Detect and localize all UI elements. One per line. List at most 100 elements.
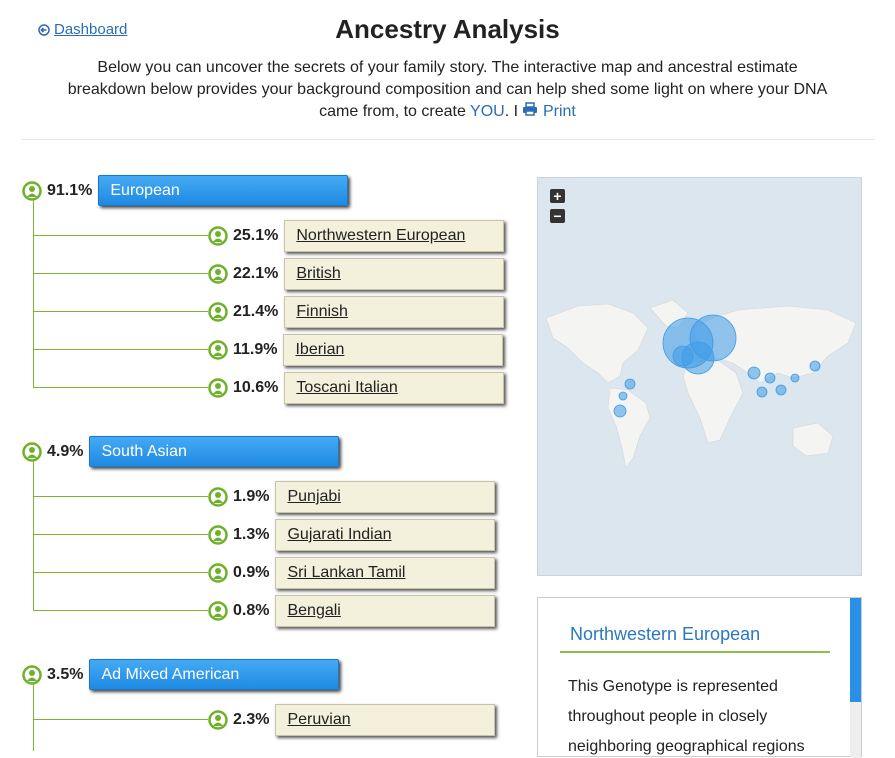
subgroup-row: 0.8% Bengali bbox=[208, 595, 496, 627]
subgroup-percent: 22.1% bbox=[233, 265, 279, 282]
person-icon-graphic bbox=[208, 487, 228, 507]
person-icon-graphic bbox=[208, 264, 228, 284]
person-icon bbox=[208, 378, 228, 398]
subgroup-button[interactable]: British bbox=[284, 258, 505, 290]
world-map[interactable]: + − bbox=[537, 177, 862, 576]
subgroup-percent: 1.3% bbox=[233, 526, 270, 543]
trunk-line bbox=[33, 200, 34, 387]
group-percent: 3.5% bbox=[47, 665, 84, 683]
subgroup-button[interactable]: Punjabi bbox=[275, 481, 496, 513]
person-icon bbox=[208, 710, 228, 730]
person-icon bbox=[208, 264, 228, 284]
subgroup-button[interactable]: Toscani Italian bbox=[284, 372, 505, 404]
group-percent: 91.1% bbox=[47, 181, 93, 199]
group-button[interactable]: European bbox=[98, 175, 349, 206]
subgroup-percent: 25.1% bbox=[233, 227, 279, 244]
subgroup-button[interactable]: Iberian bbox=[283, 334, 504, 366]
subgroup-row: 0.9% Sri Lankan Tamil bbox=[208, 557, 496, 589]
person-icon-graphic bbox=[208, 563, 228, 583]
branch-line bbox=[33, 496, 208, 497]
person-icon bbox=[22, 441, 42, 462]
subgroup-row: 2.3% Peruvian bbox=[208, 704, 496, 736]
group-percent: 4.9% bbox=[47, 442, 84, 460]
trunk-line bbox=[33, 461, 34, 610]
subgroup-button[interactable]: Gujarati Indian bbox=[275, 519, 496, 551]
person-icon-graphic bbox=[208, 226, 228, 246]
person-icon bbox=[208, 525, 228, 545]
info-text: This Genotype is represented bbox=[568, 678, 778, 695]
subgroup-row: 1.9% Punjabi bbox=[208, 481, 496, 513]
page-title: Ancestry Analysis bbox=[335, 14, 560, 44]
dashboard-link-text: Dashboard bbox=[54, 21, 128, 38]
intro-line: came from, to create YOU. I Print bbox=[0, 101, 895, 123]
print-text: Print bbox=[542, 103, 576, 120]
info-panel: Northwestern European This Genotype is r… bbox=[537, 597, 862, 758]
group-button[interactable]: Ad Mixed American bbox=[89, 659, 340, 690]
subgroup-percent: 0.8% bbox=[233, 602, 270, 619]
subgroup-button[interactable]: Northwestern European bbox=[284, 220, 505, 252]
intro-line: Below you can uncover the secrets of you… bbox=[97, 59, 798, 76]
person-icon-graphic bbox=[22, 664, 42, 685]
branch-line bbox=[33, 610, 208, 611]
subgroup-percent: 1.9% bbox=[233, 488, 270, 505]
you-link[interactable]: YOU bbox=[470, 103, 505, 120]
group-button[interactable]: South Asian bbox=[89, 436, 340, 467]
person-icon-graphic bbox=[22, 441, 42, 462]
trunk-line bbox=[33, 684, 34, 751]
info-rule bbox=[560, 651, 830, 653]
person-icon-graphic bbox=[208, 601, 228, 621]
person-icon bbox=[22, 180, 42, 201]
map-graphic bbox=[545, 299, 857, 469]
back-icon bbox=[38, 23, 50, 36]
person-icon-graphic bbox=[208, 525, 228, 545]
person-icon bbox=[208, 601, 228, 621]
branch-line bbox=[33, 235, 208, 236]
branch-line bbox=[33, 273, 208, 274]
branch-line bbox=[33, 534, 208, 535]
info-text: throughout people in closely bbox=[568, 708, 768, 725]
intro-line: breakdown below provides your background… bbox=[67, 81, 828, 98]
subgroup-row: 10.6% Toscani Italian bbox=[208, 372, 505, 404]
person-icon bbox=[22, 664, 42, 685]
subgroup-percent: 11.9% bbox=[233, 341, 278, 358]
dashboard-link[interactable]: Dashboard bbox=[38, 21, 127, 38]
subgroup-percent: 2.3% bbox=[233, 711, 270, 728]
branch-line bbox=[33, 572, 208, 573]
group-row: 3.5% Ad Mixed American bbox=[22, 659, 340, 690]
info-text: neighboring geographical regions bbox=[568, 738, 805, 755]
subgroup-button[interactable]: Sri Lankan Tamil bbox=[275, 557, 496, 589]
divider bbox=[22, 139, 875, 140]
info-title: Northwestern European bbox=[570, 624, 761, 644]
branch-line bbox=[33, 349, 208, 350]
intro: Below you can uncover the secrets of you… bbox=[0, 57, 895, 123]
subgroup-row: 11.9% Iberian bbox=[208, 334, 504, 366]
subgroup-button[interactable]: Bengali bbox=[275, 595, 496, 627]
person-icon-graphic bbox=[208, 302, 228, 322]
person-icon bbox=[208, 563, 228, 583]
person-icon-graphic bbox=[208, 710, 228, 730]
print-link[interactable]: Print bbox=[522, 102, 576, 120]
person-icon bbox=[208, 487, 228, 507]
zoom-out[interactable]: − bbox=[550, 209, 565, 223]
subgroup-row: 1.3% Gujarati Indian bbox=[208, 519, 496, 551]
group-row: 91.1% European bbox=[22, 175, 349, 206]
subgroup-percent: 0.9% bbox=[233, 564, 270, 581]
zoom-in[interactable]: + bbox=[550, 189, 565, 203]
person-icon-graphic bbox=[208, 378, 228, 398]
person-icon-graphic bbox=[208, 340, 228, 360]
subgroup-percent: 10.6% bbox=[233, 379, 279, 396]
subgroup-button[interactable]: Finnish bbox=[284, 296, 505, 328]
branch-line bbox=[33, 719, 208, 720]
group-row: 4.9% South Asian bbox=[22, 436, 340, 467]
subgroup-button[interactable]: Peruvian bbox=[275, 704, 496, 736]
subgroup-row: 22.1% British bbox=[208, 258, 505, 290]
person-icon bbox=[208, 302, 228, 322]
person-icon bbox=[208, 340, 228, 360]
scroll-thumb[interactable] bbox=[850, 598, 861, 702]
scrollbar[interactable] bbox=[850, 598, 861, 758]
print-icon bbox=[523, 102, 538, 116]
separator: . I bbox=[504, 103, 519, 120]
branch-line bbox=[33, 387, 208, 388]
person-icon-graphic bbox=[22, 180, 42, 201]
